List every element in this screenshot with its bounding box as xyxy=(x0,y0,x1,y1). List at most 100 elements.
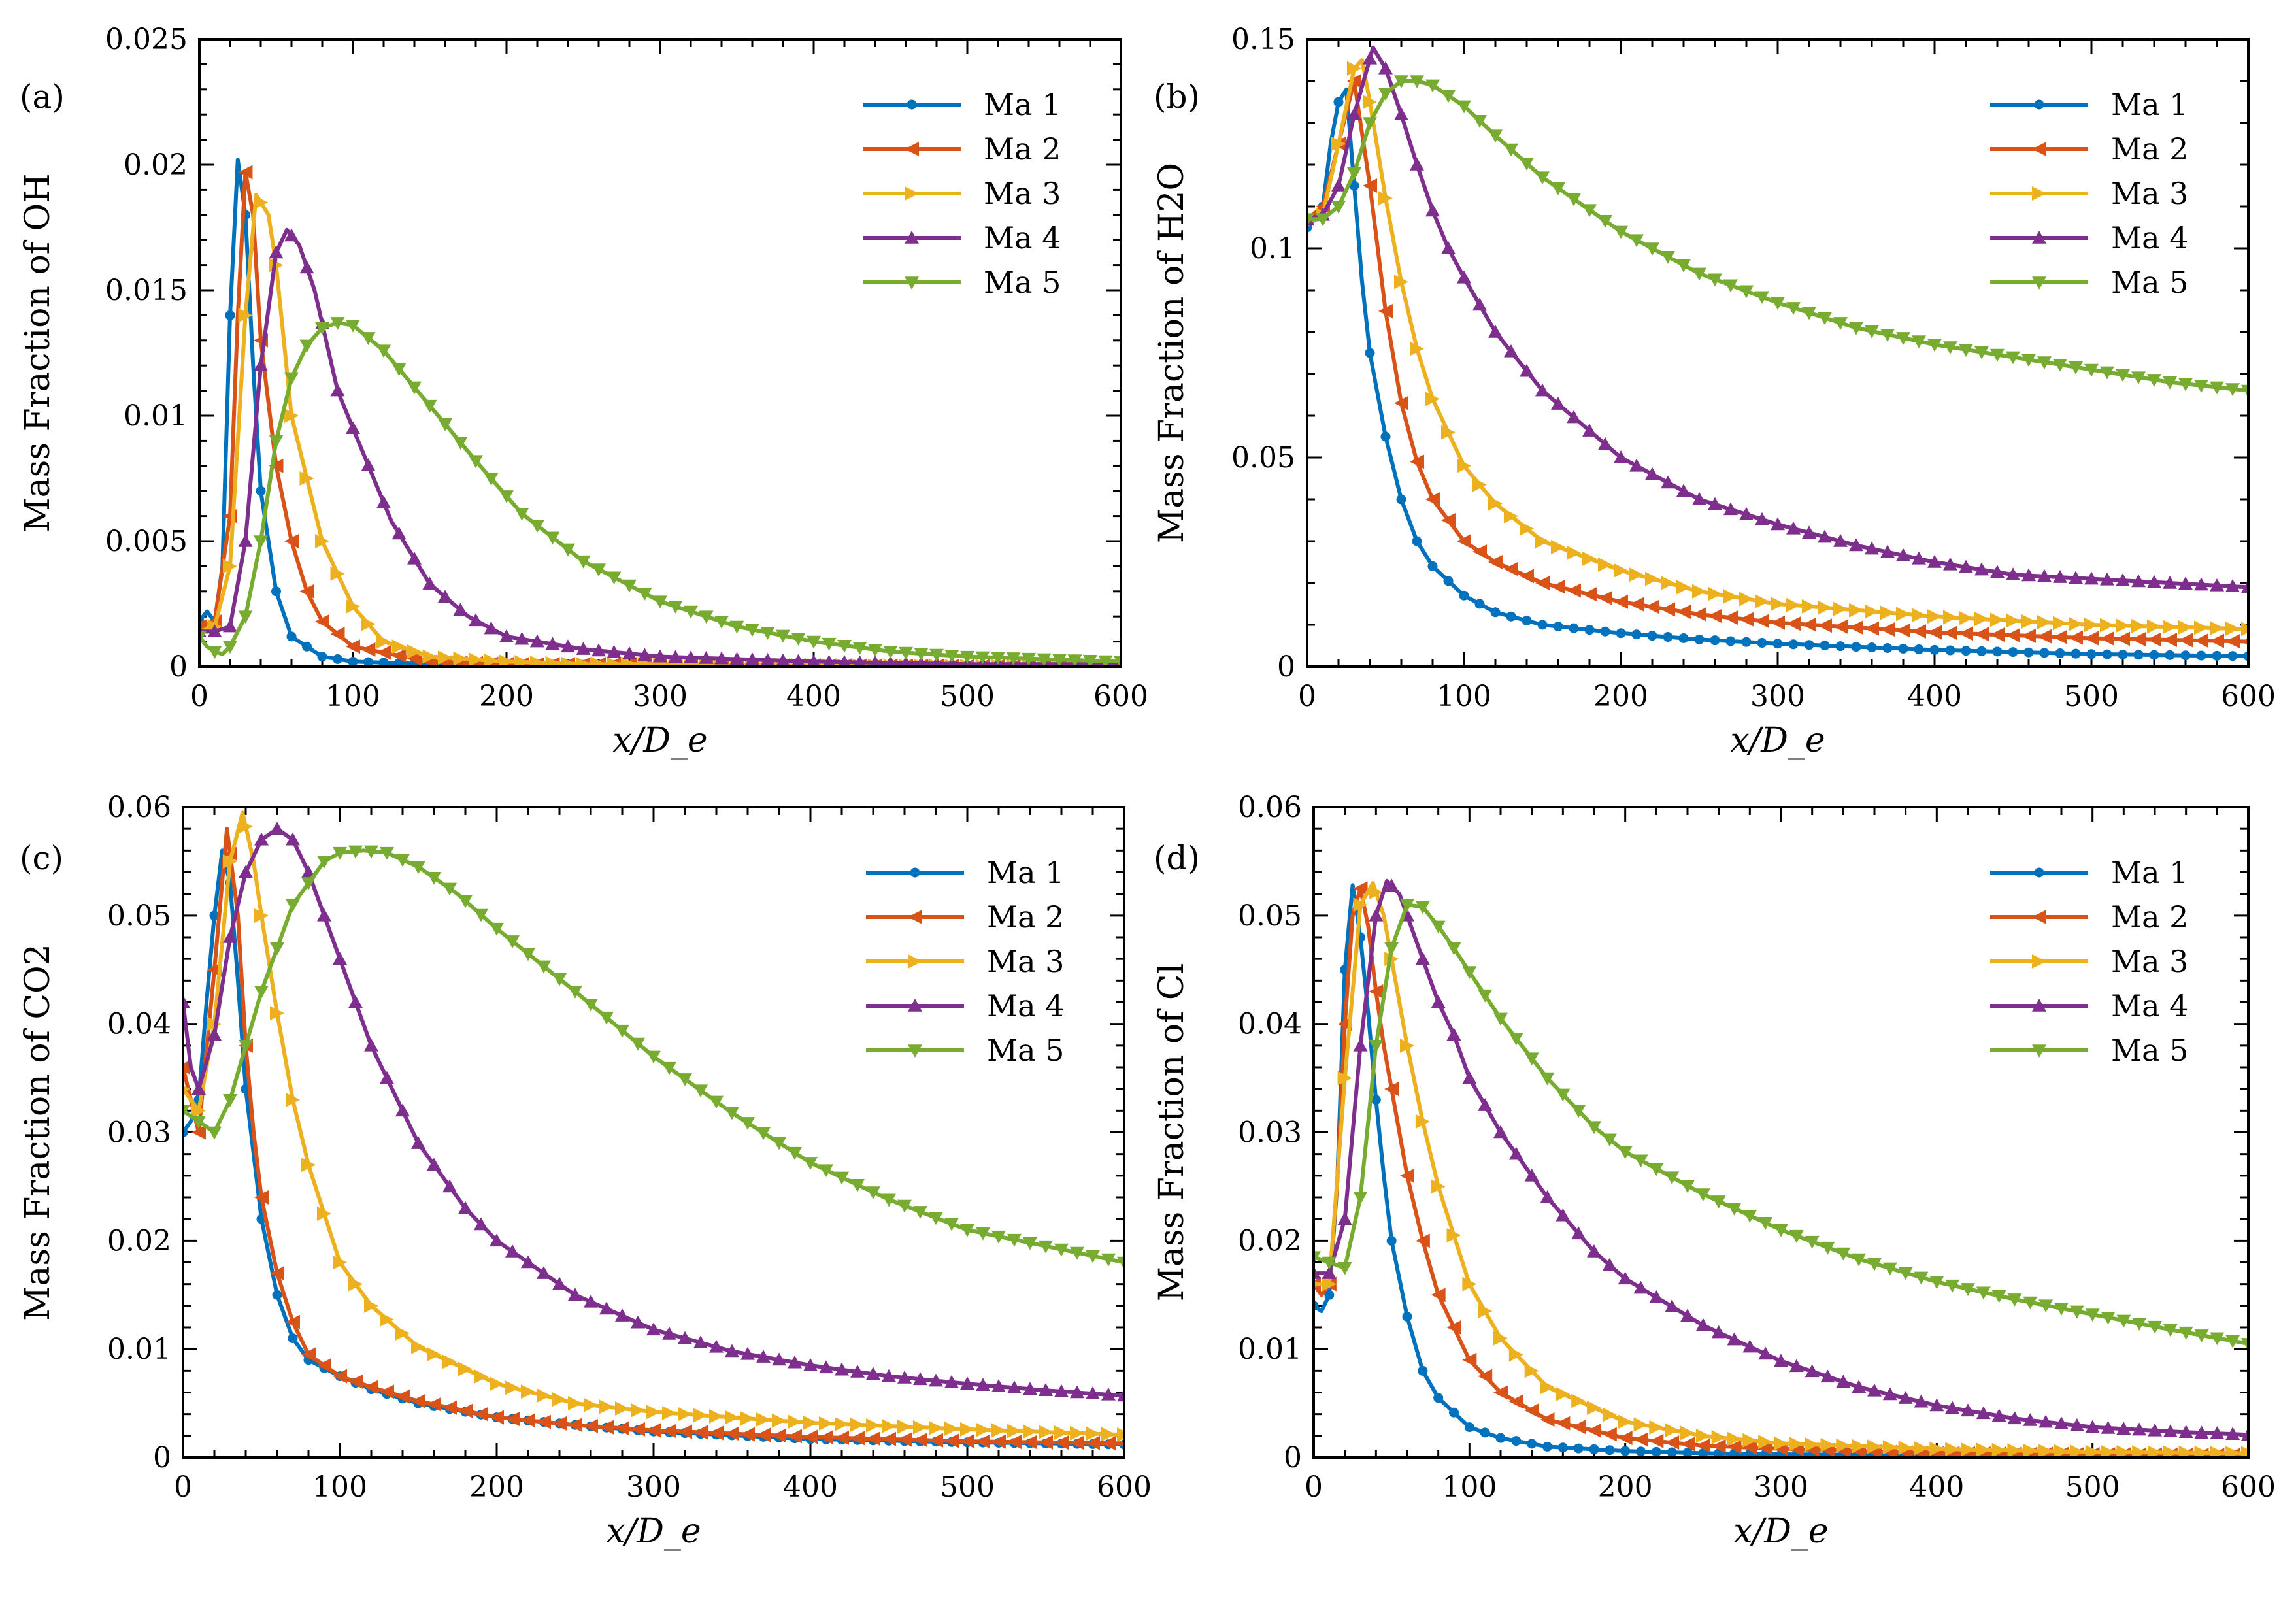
data-point-marker xyxy=(576,657,591,667)
data-point-marker xyxy=(2116,618,2130,633)
data-point-marker xyxy=(269,245,284,259)
data-point-marker xyxy=(1774,1224,1788,1237)
data-point-marker xyxy=(2071,648,2081,659)
data-point-marker xyxy=(1929,644,1940,655)
data-point-marker xyxy=(301,865,316,878)
data-point-marker xyxy=(2006,351,2020,365)
data-point-marker xyxy=(1723,279,1738,293)
data-point-marker xyxy=(269,435,284,448)
data-point-marker xyxy=(183,1060,190,1075)
data-point-marker xyxy=(1314,1280,1321,1288)
data-point-marker xyxy=(438,650,452,665)
data-point-marker xyxy=(1618,1431,1633,1446)
data-point-marker xyxy=(568,1418,582,1433)
data-point-marker xyxy=(622,657,637,667)
series-4 xyxy=(199,227,1121,667)
data-point-marker xyxy=(1789,1229,1804,1243)
data-point-marker xyxy=(2178,1326,2193,1340)
data-point-marker xyxy=(803,1415,818,1430)
data-point-marker xyxy=(1402,1311,1412,1322)
data-point-marker xyxy=(2069,616,2083,631)
data-point-marker xyxy=(1723,610,1738,625)
data-point-marker xyxy=(822,654,836,667)
data-point-marker xyxy=(1007,1380,1022,1394)
data-point-marker xyxy=(552,973,567,986)
data-point-marker xyxy=(1929,1398,1944,1412)
data-point-marker xyxy=(2210,1332,2225,1346)
data-point-marker xyxy=(317,1206,331,1221)
data-point-marker xyxy=(2006,613,2020,628)
data-point-marker xyxy=(361,642,376,657)
data-point-marker xyxy=(599,1399,614,1414)
data-point-marker xyxy=(1914,1441,1929,1456)
data-point-marker xyxy=(2227,651,2238,661)
data-point-marker xyxy=(1943,625,1957,641)
data-point-marker xyxy=(1582,551,1597,566)
data-point-marker xyxy=(1647,631,1657,641)
x-tick-label: 500 xyxy=(2065,1471,2120,1504)
data-point-marker xyxy=(411,1393,425,1408)
data-point-marker xyxy=(1867,1383,1882,1397)
data-point-marker xyxy=(474,908,488,922)
data-point-marker xyxy=(348,1276,363,1292)
data-point-marker xyxy=(2038,1414,2054,1428)
x-tick-label: 100 xyxy=(1442,1471,1497,1504)
data-point-marker xyxy=(1347,167,1361,180)
data-point-marker xyxy=(1758,1346,1773,1360)
data-point-marker xyxy=(1571,1393,1586,1408)
data-point-marker xyxy=(1524,1403,1539,1418)
data-point-marker xyxy=(756,1127,771,1141)
data-point-marker xyxy=(1598,437,1612,450)
data-point-marker xyxy=(745,624,759,637)
data-point-marker xyxy=(474,1407,488,1422)
data-point-marker xyxy=(807,635,821,649)
data-point-marker xyxy=(756,1427,771,1442)
data-point-marker xyxy=(1598,591,1612,606)
data-point-marker xyxy=(1927,555,1942,568)
data-point-marker xyxy=(960,1422,974,1437)
data-point-marker xyxy=(2132,1422,2147,1436)
data-point-marker xyxy=(1520,363,1534,377)
data-point-marker xyxy=(552,1416,567,1431)
data-point-marker xyxy=(315,534,329,548)
data-point-marker xyxy=(1582,587,1597,602)
data-point-marker xyxy=(333,846,347,860)
data-point-marker xyxy=(2039,648,2050,658)
data-point-marker xyxy=(2116,1422,2131,1435)
data-point-marker xyxy=(1567,193,1581,207)
data-point-marker xyxy=(330,317,345,330)
data-point-marker xyxy=(1961,1442,1975,1457)
data-point-marker xyxy=(1557,1442,1568,1453)
data-point-marker xyxy=(407,381,422,395)
data-point-marker xyxy=(561,639,575,653)
data-point-marker xyxy=(1067,654,1082,667)
data-point-marker xyxy=(2101,1311,2116,1325)
data-point-marker xyxy=(2069,571,2083,584)
data-point-marker xyxy=(2163,376,2177,390)
data-point-marker xyxy=(2085,1420,2100,1433)
data-point-marker xyxy=(868,644,882,657)
data-point-marker xyxy=(1739,612,1754,627)
data-point-marker xyxy=(537,1414,551,1429)
data-point-marker xyxy=(1322,1276,1337,1292)
data-point-marker xyxy=(361,458,376,471)
data-point-marker xyxy=(1542,1441,1552,1452)
data-point-marker xyxy=(1618,1271,1633,1285)
data-point-marker xyxy=(1896,623,1910,638)
data-point-marker xyxy=(1991,1290,2006,1303)
data-point-marker xyxy=(1865,541,1879,555)
data-point-marker xyxy=(1727,1431,1742,1446)
series-line xyxy=(1307,45,2248,590)
data-point-marker xyxy=(1852,1253,1867,1267)
data-point-marker xyxy=(772,1137,786,1150)
legend-marker xyxy=(2032,276,2046,290)
data-point-marker xyxy=(1990,612,2005,627)
data-point-marker xyxy=(1914,644,1924,654)
data-point-marker xyxy=(1083,654,1097,667)
data-point-marker xyxy=(427,1347,441,1362)
data-point-marker xyxy=(850,1417,865,1432)
data-point-marker xyxy=(1490,607,1501,618)
data-point-marker xyxy=(568,986,582,999)
data-point-marker xyxy=(1412,536,1422,546)
data-point-marker xyxy=(1556,1416,1571,1431)
